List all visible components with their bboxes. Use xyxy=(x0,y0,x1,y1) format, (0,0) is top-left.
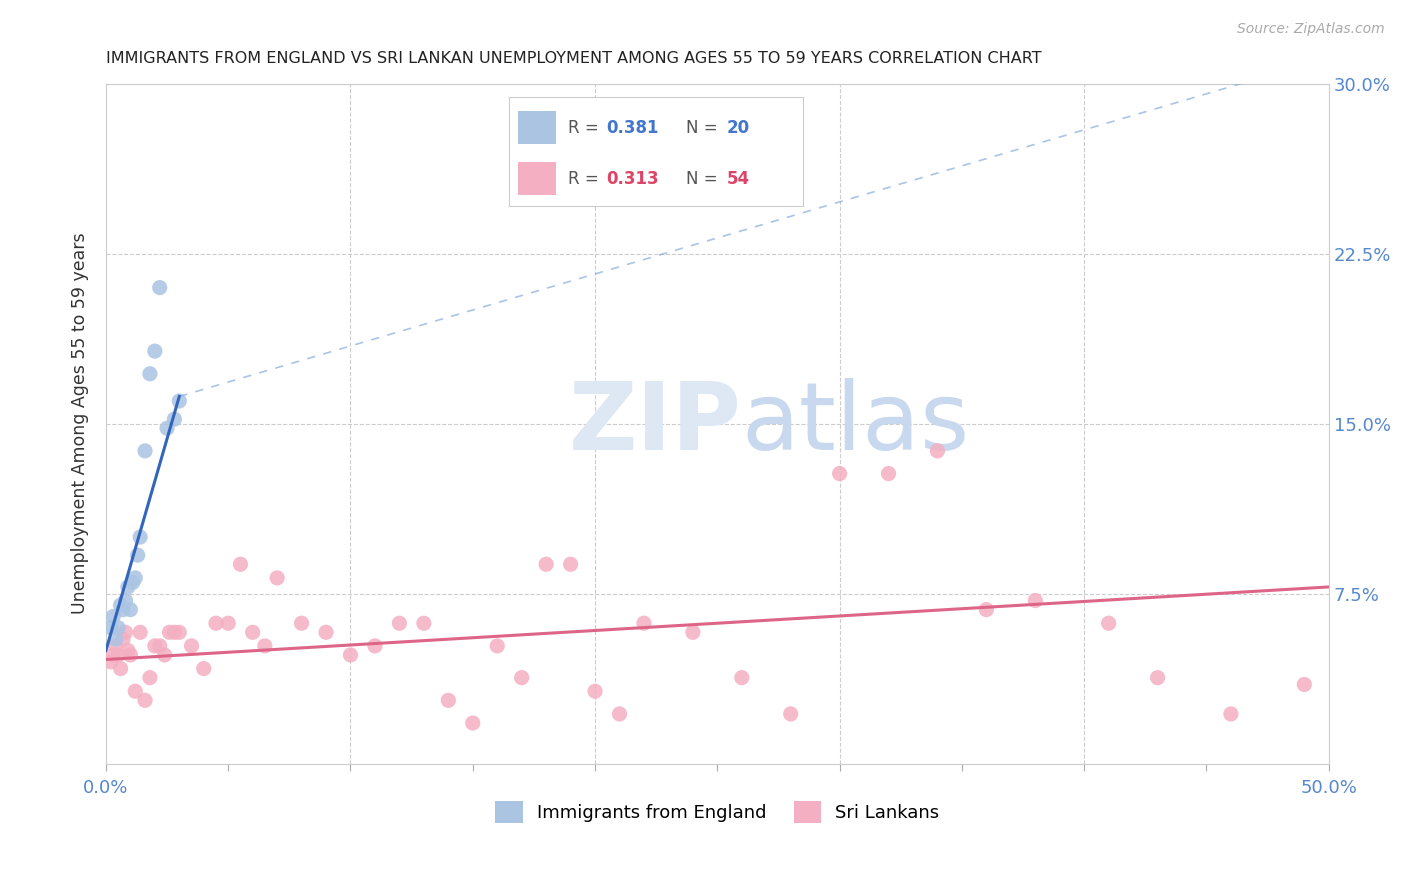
Point xyxy=(364,639,387,653)
Point xyxy=(1024,593,1046,607)
Point xyxy=(100,655,122,669)
Text: IMMIGRANTS FROM ENGLAND VS SRI LANKAN UNEMPLOYMENT AMONG AGES 55 TO 59 YEARS COR: IMMIGRANTS FROM ENGLAND VS SRI LANKAN UN… xyxy=(105,51,1042,66)
Point xyxy=(242,625,264,640)
Point xyxy=(153,648,176,662)
Point xyxy=(143,639,166,653)
Point xyxy=(156,421,179,435)
Point xyxy=(486,639,509,653)
Point xyxy=(114,593,136,607)
Y-axis label: Unemployment Among Ages 55 to 59 years: Unemployment Among Ages 55 to 59 years xyxy=(72,233,89,615)
Point xyxy=(139,671,162,685)
Point xyxy=(1098,616,1121,631)
Point xyxy=(461,716,484,731)
Point xyxy=(534,558,557,572)
Point xyxy=(731,671,754,685)
Point xyxy=(229,558,252,572)
Point xyxy=(149,639,172,653)
Point xyxy=(163,412,186,426)
Point xyxy=(217,616,239,631)
Legend: Immigrants from England, Sri Lankans: Immigrants from England, Sri Lankans xyxy=(495,801,939,822)
Point xyxy=(266,571,288,585)
Point xyxy=(205,616,228,631)
Point xyxy=(110,598,132,612)
Point xyxy=(560,558,582,572)
Point xyxy=(143,344,166,359)
Point xyxy=(976,602,998,616)
Point xyxy=(103,648,125,662)
Point xyxy=(290,616,312,631)
Point xyxy=(253,639,276,653)
Point xyxy=(124,571,146,585)
Point xyxy=(117,643,139,657)
Point xyxy=(121,575,143,590)
Point xyxy=(339,648,361,662)
Point xyxy=(169,394,191,409)
Point xyxy=(120,602,142,616)
Point xyxy=(193,662,215,676)
Point xyxy=(127,548,149,562)
Point xyxy=(682,625,704,640)
Point xyxy=(437,693,460,707)
Point xyxy=(134,693,156,707)
Point xyxy=(779,706,801,721)
Point xyxy=(124,684,146,698)
Point xyxy=(139,367,162,381)
Point xyxy=(583,684,606,698)
Point xyxy=(107,621,129,635)
Point xyxy=(129,625,152,640)
Point xyxy=(149,280,172,294)
Point xyxy=(163,625,186,640)
Point xyxy=(120,648,142,662)
Point xyxy=(159,625,181,640)
Point xyxy=(107,648,129,662)
Point xyxy=(104,632,127,646)
Point xyxy=(117,580,139,594)
Point xyxy=(134,443,156,458)
Point xyxy=(877,467,900,481)
Point xyxy=(609,706,631,721)
Point xyxy=(112,602,135,616)
Point xyxy=(1146,671,1168,685)
Point xyxy=(927,443,949,458)
Point xyxy=(1219,706,1241,721)
Point xyxy=(112,632,135,646)
Point xyxy=(114,625,136,640)
Point xyxy=(1294,677,1316,691)
Point xyxy=(100,621,122,635)
Point xyxy=(633,616,655,631)
Point xyxy=(510,671,533,685)
Point xyxy=(412,616,434,631)
Text: ZIP: ZIP xyxy=(569,377,742,470)
Point xyxy=(129,530,152,544)
Point xyxy=(828,467,851,481)
Text: atlas: atlas xyxy=(742,377,970,470)
Point xyxy=(103,609,125,624)
Text: Source: ZipAtlas.com: Source: ZipAtlas.com xyxy=(1237,22,1385,37)
Point xyxy=(104,639,127,653)
Point xyxy=(110,662,132,676)
Point xyxy=(169,625,191,640)
Point xyxy=(388,616,411,631)
Point xyxy=(180,639,202,653)
Point xyxy=(315,625,337,640)
